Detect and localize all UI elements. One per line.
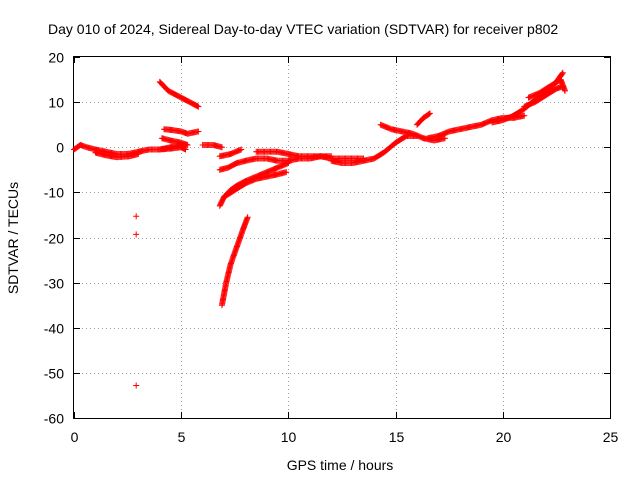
series-arc-17: [377, 121, 448, 144]
data-point-marker: [218, 144, 225, 151]
y-tick-label: -40: [44, 321, 64, 337]
data-point-marker: [195, 103, 202, 110]
y-tick-label: -20: [44, 231, 64, 247]
chart-title: Day 010 of 2024, Sidereal Day-to-day VTE…: [48, 21, 558, 37]
data-point-marker: [133, 213, 140, 220]
x-tick-label: 10: [281, 429, 297, 445]
y-tick-label: -10: [44, 185, 64, 201]
x-tick-label: 15: [389, 429, 405, 445]
data-point-marker: [195, 128, 202, 135]
x-tick-label: 25: [603, 429, 619, 445]
data-point-marker: [182, 146, 189, 153]
series-arc-22: [525, 76, 568, 101]
series-arc-10: [218, 214, 251, 309]
data-point-marker: [426, 110, 433, 117]
series-arc-12: [221, 169, 290, 200]
data-point-marker: [133, 231, 140, 238]
y-tick-label: -50: [44, 366, 64, 382]
y-tick-label: 0: [56, 140, 64, 156]
data-point-marker: [559, 69, 566, 76]
axis-ticks: 0 5 10 15 20 25 20 10 0 -10 -20 -30 -40 -50 -60: [44, 50, 619, 446]
x-axis-label: GPS time / hours: [287, 457, 394, 473]
series-arc-18: [414, 110, 433, 128]
y-tick-label: -30: [44, 276, 64, 292]
data-point-marker: [561, 87, 568, 94]
data-point-marker: [283, 169, 290, 176]
series-arc-09: [216, 146, 245, 160]
data-points: [71, 69, 568, 389]
series-arc-05: [158, 135, 191, 148]
y-tick-label: 20: [48, 50, 64, 66]
y-tick-label: 10: [48, 95, 64, 111]
data-point-marker: [238, 146, 245, 153]
series-arc-06: [156, 144, 189, 153]
y-axis-label: SDTVAR / TECUs: [5, 182, 21, 294]
grid: [74, 57, 610, 418]
series-arc-13: [216, 155, 292, 173]
plot-frame: [73, 56, 611, 419]
data-point-marker: [425, 111, 432, 118]
series-outliers: [133, 213, 140, 389]
data-point-marker: [184, 141, 191, 148]
data-point-marker: [133, 382, 140, 389]
y-tick-label: -60: [44, 411, 64, 427]
series-arc-16: [328, 132, 421, 167]
x-tick-label: 0: [71, 429, 79, 445]
series-arc-02: [92, 149, 142, 161]
series-arc-07: [156, 78, 202, 110]
x-tick-label: 5: [178, 429, 186, 445]
x-tick-label: 20: [496, 429, 512, 445]
data-point-marker: [521, 112, 528, 119]
series-arc-08: [199, 141, 225, 151]
data-point-marker: [244, 214, 251, 221]
data-point-marker: [559, 70, 566, 77]
series-arc-04: [161, 126, 202, 137]
